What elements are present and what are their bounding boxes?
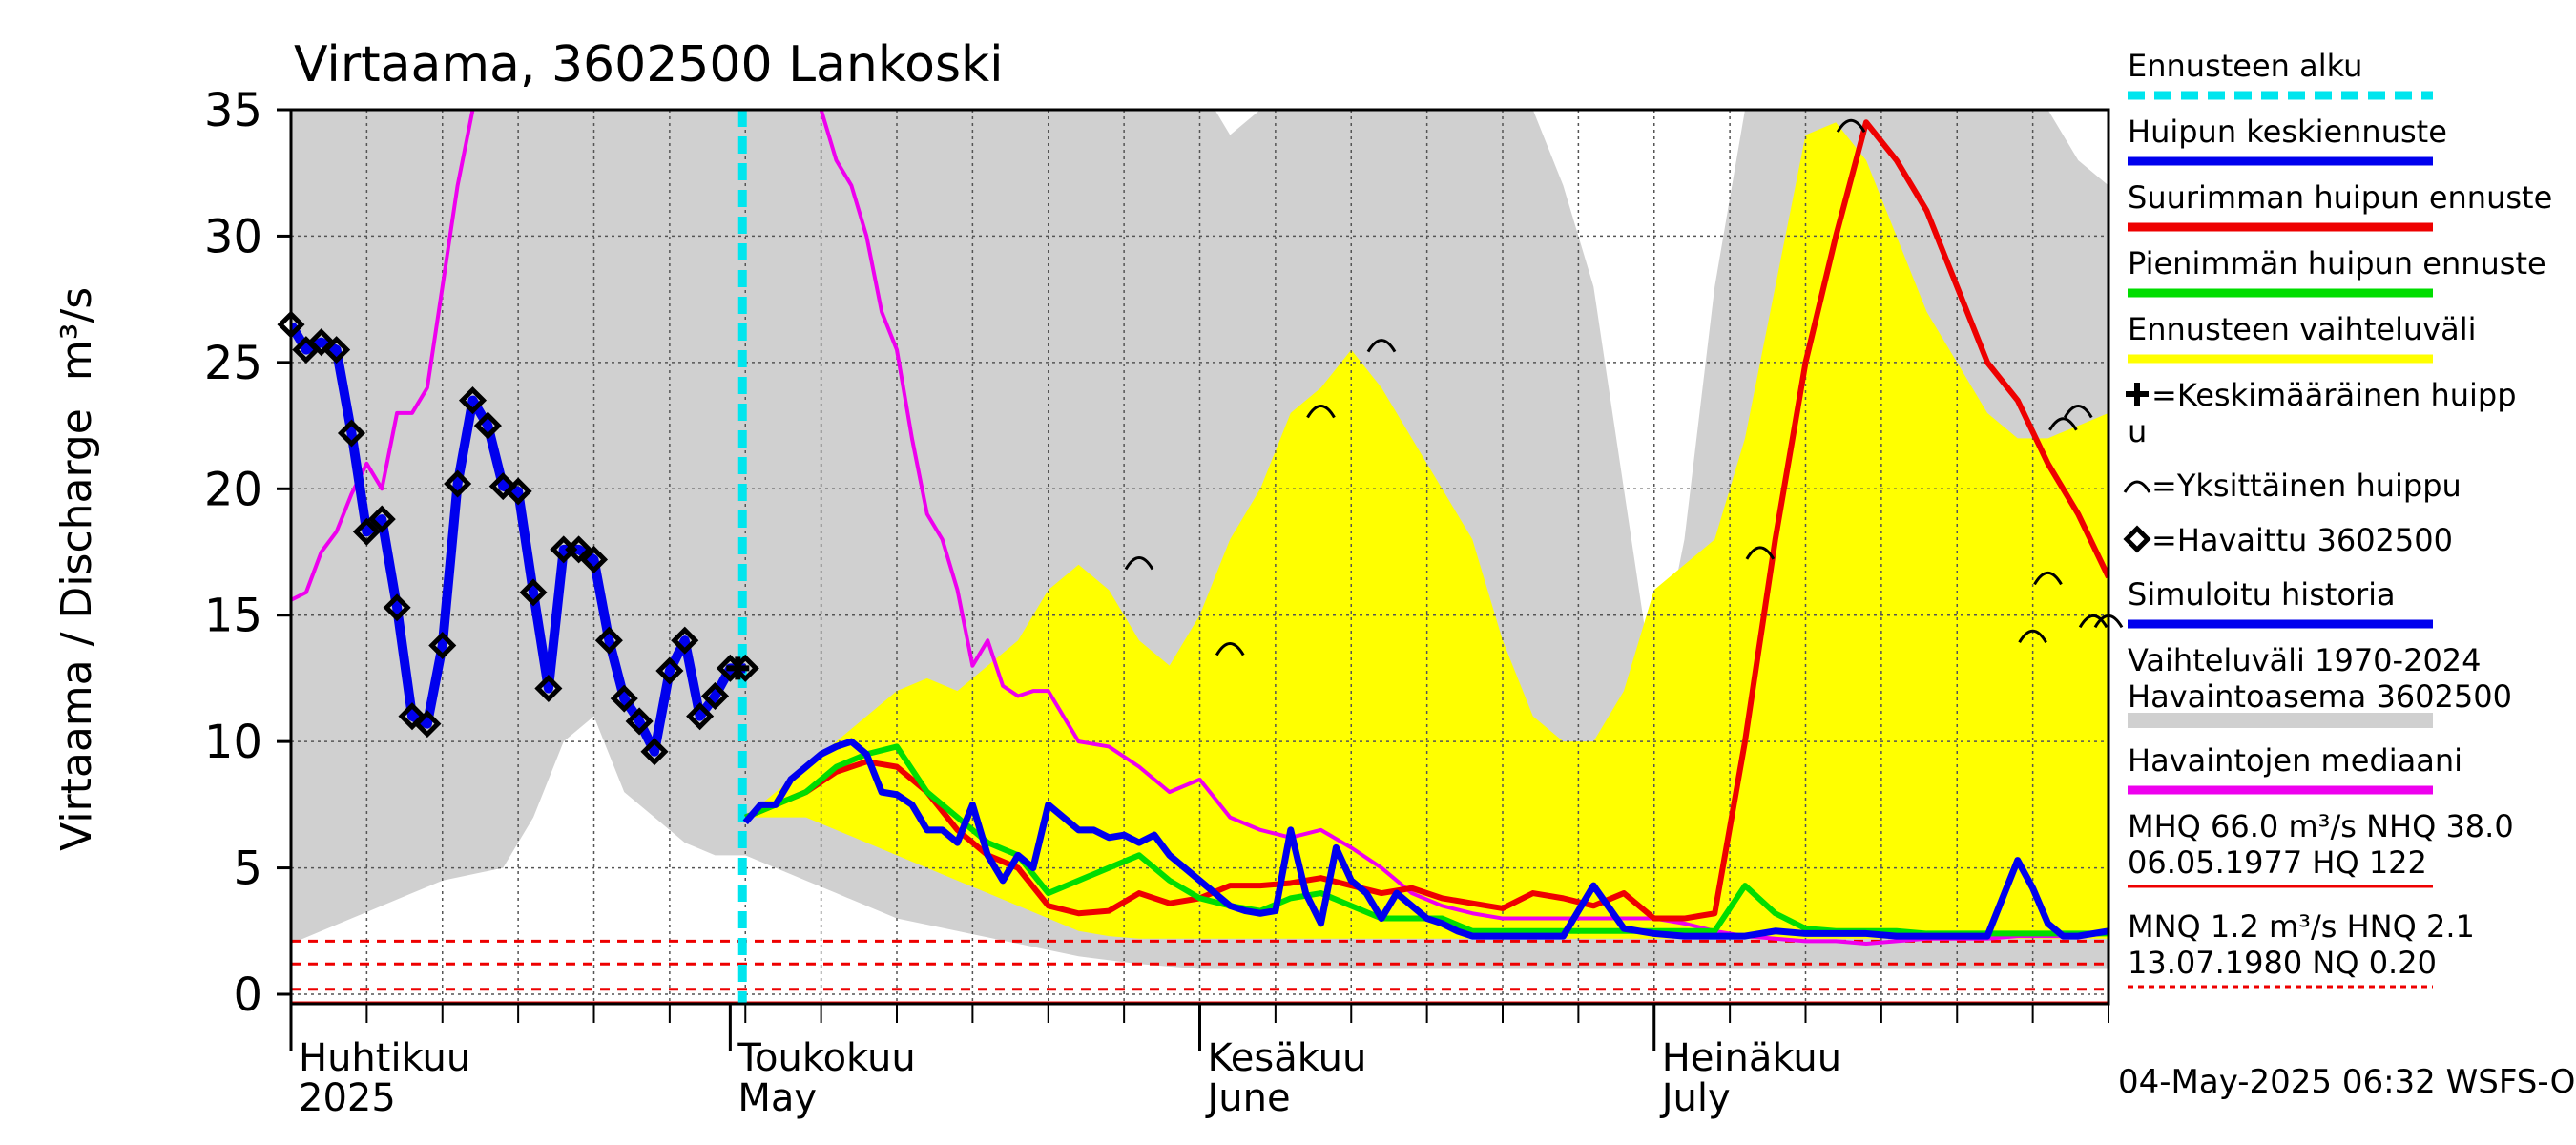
observed-marker — [519, 578, 548, 607]
peak-marker — [1215, 642, 1245, 656]
series-line — [742, 738, 2109, 940]
y-tick-label: 5 — [233, 843, 262, 896]
observed-marker — [700, 681, 730, 711]
legend-label: Huipun keskiennuste — [2128, 114, 2447, 150]
x-month-label-en: May — [737, 1076, 817, 1120]
legend-label: MHQ 66.0 m³/s NHQ 38.0 — [2128, 808, 2514, 844]
legend-label-2: 06.05.1977 HQ 122 — [2128, 844, 2427, 881]
y-axis-unit: m³/s — [52, 287, 101, 381]
x-month-label-fi: Heinäkuu — [1662, 1036, 1841, 1080]
x-month-label-fi: Toukokuu — [737, 1036, 915, 1080]
x-month-label-fi: Kesäkuu — [1208, 1036, 1367, 1080]
observed-marker — [610, 684, 638, 713]
legend-label: Suurimman huipun ennuste — [2128, 179, 2552, 216]
observed-marker — [504, 477, 532, 506]
legend-label: =Yksittäinen huippu — [2151, 468, 2462, 504]
observed-marker — [337, 419, 366, 448]
observed-marker — [565, 535, 593, 564]
legend-label: MNQ 1.2 m³/s HNQ 2.1 — [2128, 908, 2475, 945]
x-month-label-en: 2025 — [299, 1076, 396, 1120]
forecast-range-band — [745, 122, 2109, 939]
y-tick-label: 0 — [233, 968, 262, 1022]
y-axis-ticks: 0 5 10 15 20 25 30 35 — [204, 84, 291, 1022]
legend-symbol-arc — [2123, 480, 2151, 493]
series-line — [744, 119, 2109, 922]
peak-marker — [1124, 555, 1154, 571]
peak-marker — [2018, 629, 2047, 644]
observed-marker — [686, 702, 715, 731]
observed-marker — [398, 702, 426, 731]
observed-marker — [383, 593, 411, 622]
legend-label: Ennusteen alku — [2128, 48, 2362, 84]
legend-label: Havaintojen mediaani — [2128, 742, 2462, 779]
observed-marker — [488, 472, 517, 501]
y-tick-label: 20 — [204, 463, 262, 516]
observed-marker — [322, 336, 351, 364]
observed-marker — [473, 411, 502, 440]
y-axis-label: Virtaama / Discharge — [52, 408, 101, 851]
y-tick-label: 35 — [204, 84, 262, 137]
peak-marker — [2078, 614, 2109, 629]
observed-marker — [655, 656, 684, 685]
series-lines — [291, 110, 2109, 947]
legend-label: =Havaittu 3602500 — [2151, 522, 2453, 558]
legend-label: Vaihteluväli 1970-2024 — [2128, 642, 2482, 678]
observed-marker — [625, 707, 654, 736]
y-tick-label: 25 — [204, 337, 262, 390]
legend-label-2: 13.07.1980 NQ 0.20 — [2128, 945, 2437, 981]
series-line — [291, 322, 746, 757]
observed-marker — [352, 517, 381, 546]
legend-label: Ennusteen vaihteluväli — [2128, 311, 2477, 347]
peak-marker — [2033, 571, 2063, 586]
peak-marker — [1836, 118, 1866, 134]
observed-marker — [594, 626, 623, 655]
timestamp: 04-May-2025 06:32 WSFS-O — [2118, 1063, 2575, 1101]
observed-marker — [413, 710, 442, 739]
chart-title: Virtaama, 3602500 Lankoski — [294, 36, 1004, 94]
observed-marker — [367, 505, 396, 533]
observed-marker — [640, 738, 669, 766]
peak-marker — [1745, 546, 1776, 560]
markers — [277, 118, 2124, 766]
observed-marker — [458, 386, 488, 415]
peak-marker — [1366, 339, 1397, 353]
observed-marker — [444, 469, 472, 498]
x-month-label-en: July — [1659, 1076, 1731, 1120]
peak-marker — [2048, 417, 2078, 431]
observed-marker — [307, 328, 336, 357]
peak-marker — [2063, 405, 2093, 419]
legend-label-2: Havaintoasema 3602500 — [2128, 678, 2512, 715]
gridlines — [290, 109, 2109, 1004]
observed-marker — [428, 631, 457, 660]
x-month-label-fi: Huhtikuu — [299, 1036, 470, 1080]
observed-marker — [579, 545, 609, 573]
x-month-label-en: June — [1205, 1076, 1291, 1120]
legend-label: Pienimmän huipun ennuste — [2128, 245, 2546, 281]
observed-marker — [534, 674, 563, 703]
history-band-gap-0 — [1215, 110, 2109, 692]
legend: Ennusteen alku Huipun keskiennuste Suurimm… — [2123, 48, 2552, 989]
y-tick-label: 30 — [204, 210, 262, 263]
legend-label-2: u — [2128, 413, 2147, 449]
y-tick-label: 10 — [204, 716, 262, 769]
peak-marker — [1306, 405, 1336, 419]
legend-symbol-plus — [2126, 383, 2149, 406]
observed-marker — [671, 626, 699, 655]
legend-label: =Keskimääräinen huipp — [2151, 377, 2517, 413]
legend-symbol-diamond — [2123, 525, 2151, 553]
legend-label: Simuloitu historia — [2128, 576, 2396, 613]
y-tick-label: 15 — [204, 590, 262, 643]
mean-peak-marker — [726, 656, 750, 680]
